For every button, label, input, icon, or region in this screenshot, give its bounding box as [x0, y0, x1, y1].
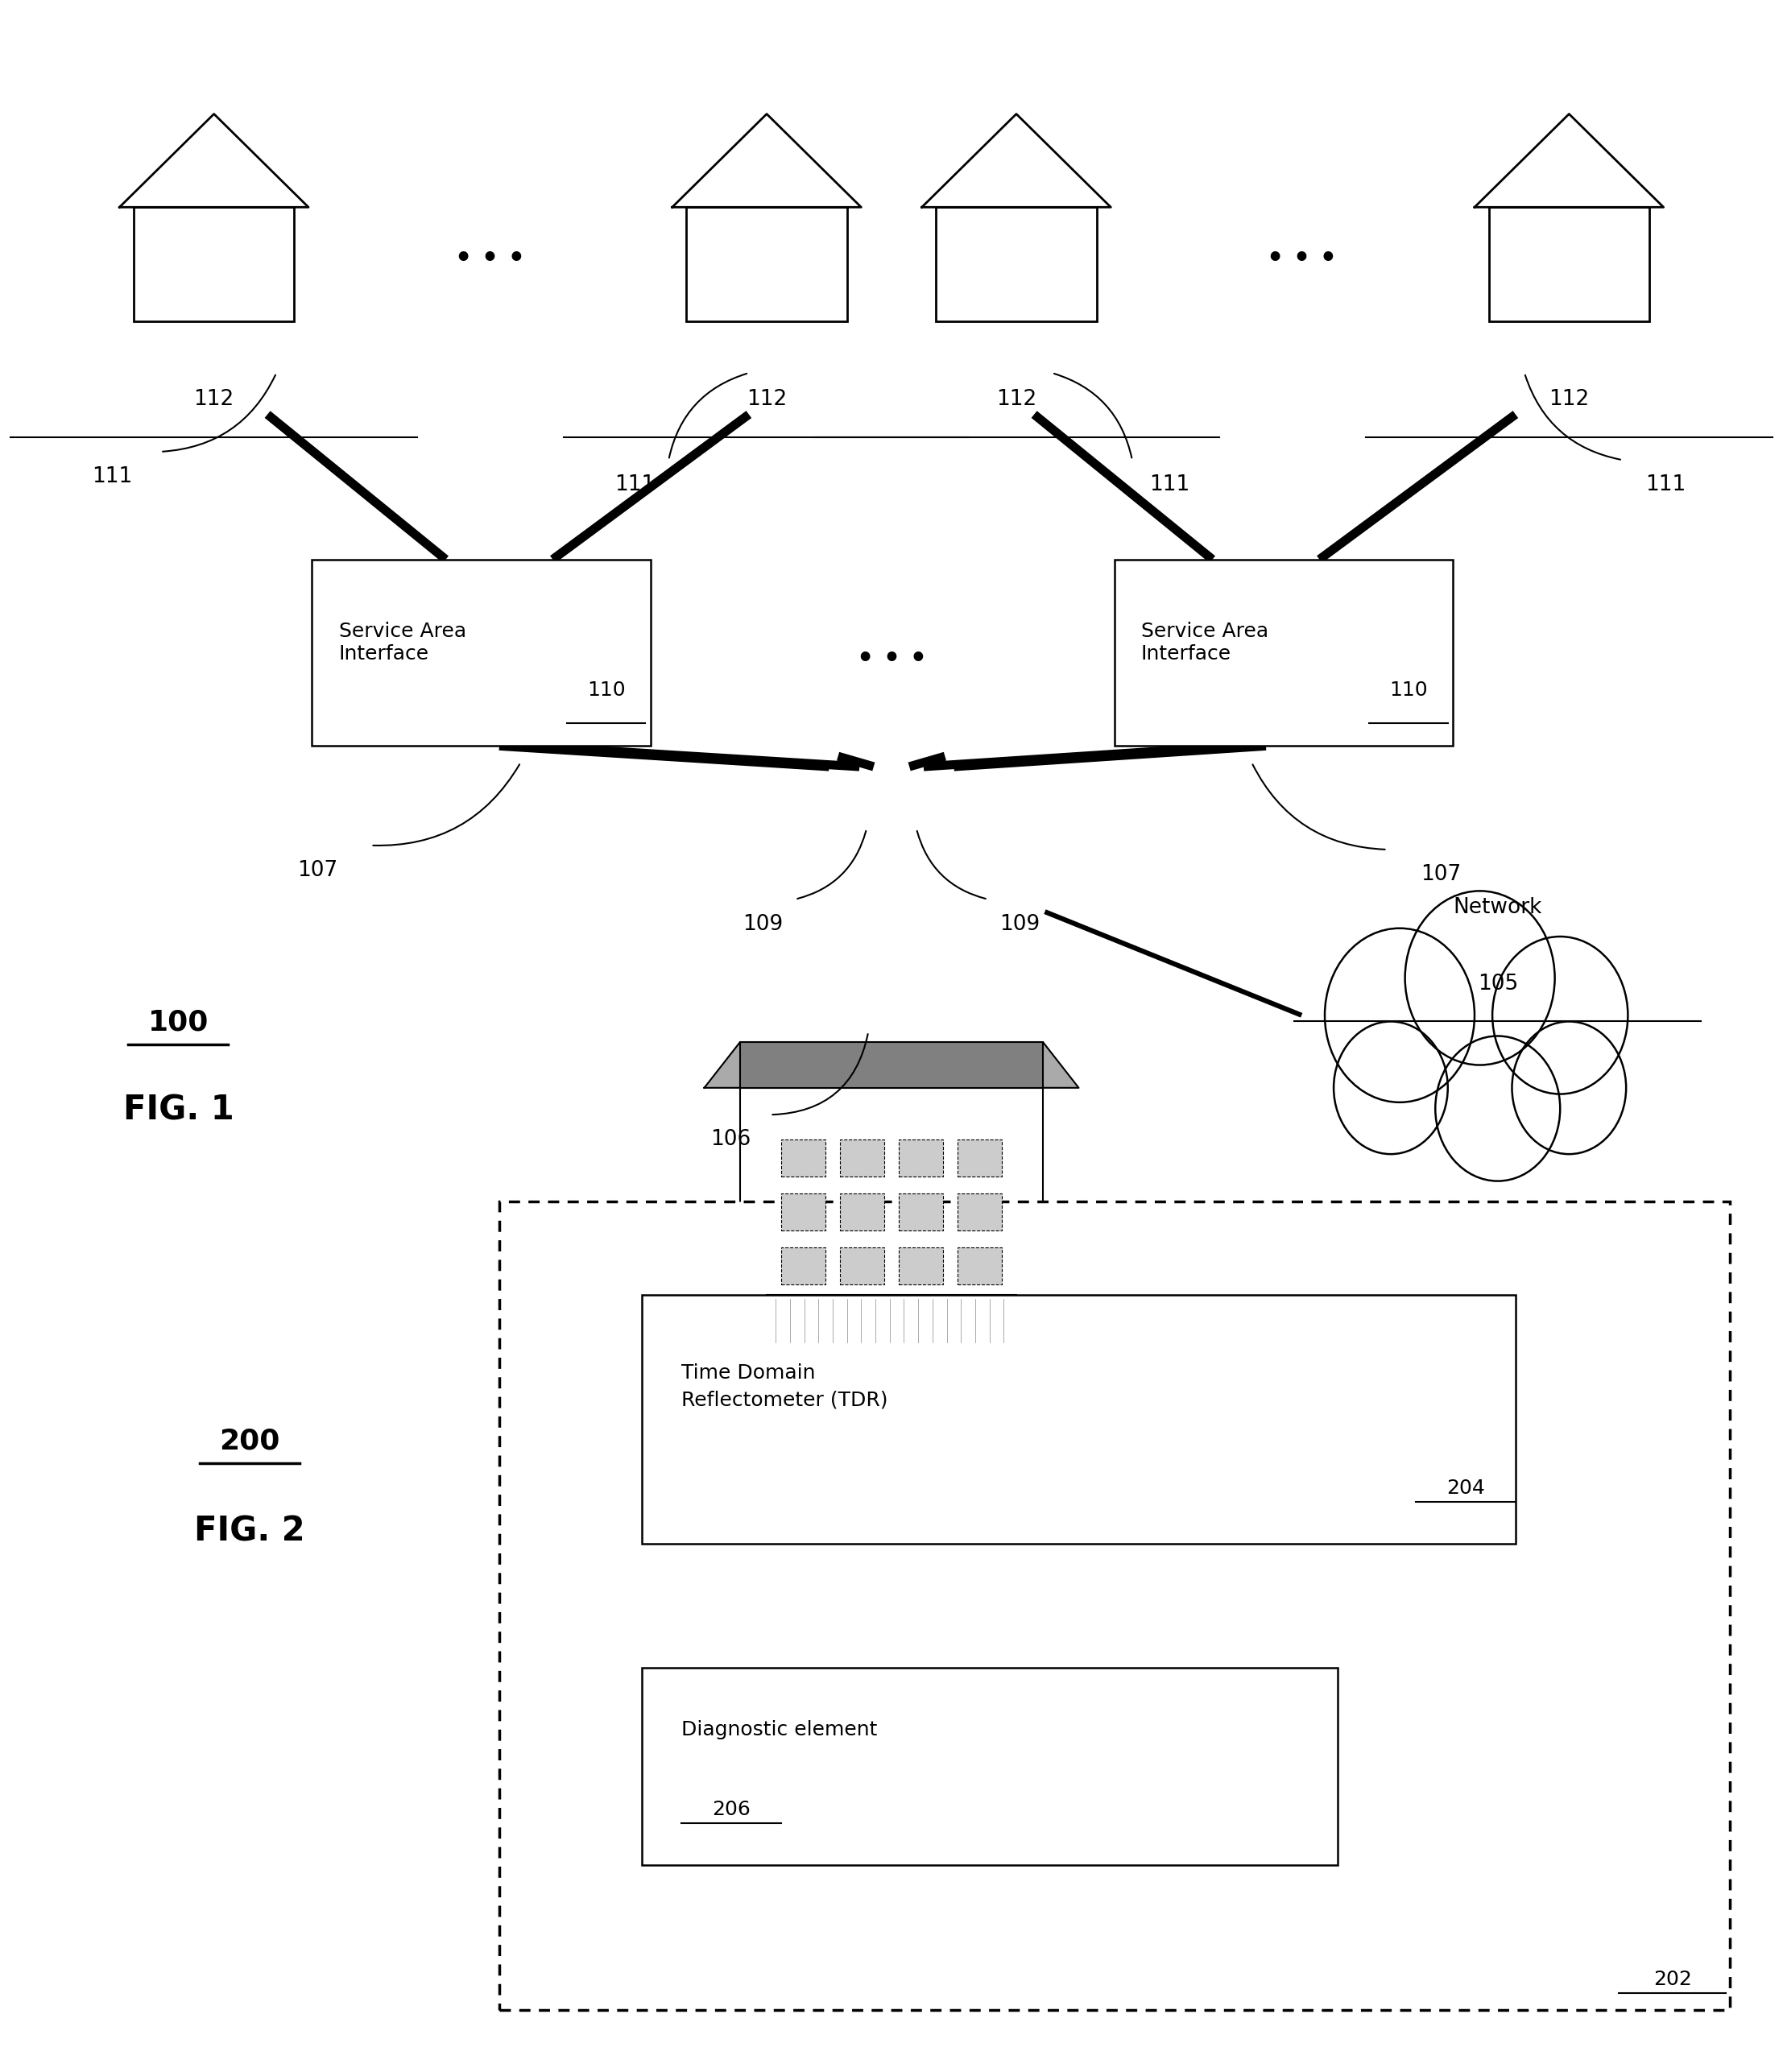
Polygon shape [119, 114, 308, 207]
Text: 106: 106 [711, 1129, 751, 1150]
Bar [740, 1042, 1043, 1088]
Polygon shape [672, 114, 861, 207]
Bar [957, 1247, 1002, 1285]
Text: 107: 107 [1421, 864, 1460, 885]
Text: Network: Network [1453, 897, 1542, 918]
Text: 100: 100 [148, 1009, 209, 1036]
Text: 109: 109 [744, 914, 783, 934]
Text: 112: 112 [997, 390, 1036, 410]
Text: 110: 110 [1389, 680, 1428, 700]
Bar [134, 207, 294, 321]
Text: Service Area
Interface: Service Area Interface [339, 622, 465, 663]
Bar [767, 1295, 1016, 1347]
Text: FIG. 2: FIG. 2 [194, 1515, 305, 1548]
Text: • • •: • • • [455, 247, 526, 271]
Text: 204: 204 [1446, 1479, 1485, 1498]
Bar [1114, 559, 1453, 746]
Bar [499, 1202, 1730, 2010]
Bar [899, 1193, 943, 1231]
Text: 112: 112 [1549, 390, 1589, 410]
Bar [899, 1140, 943, 1177]
Bar [642, 1295, 1516, 1544]
Bar [642, 1668, 1337, 1865]
Text: • • •: • • • [1266, 247, 1337, 271]
Text: 112: 112 [747, 390, 786, 410]
Text: 200: 200 [219, 1428, 280, 1455]
Text: 110: 110 [587, 680, 626, 700]
Text: 105: 105 [1478, 974, 1517, 995]
Polygon shape [704, 1042, 1079, 1088]
Text: Diagnostic element: Diagnostic element [681, 1720, 877, 1740]
Bar [781, 1193, 826, 1231]
Bar [1489, 207, 1649, 321]
Text: Time Domain
Reflectometer (TDR): Time Domain Reflectometer (TDR) [681, 1363, 888, 1409]
Bar [740, 1088, 1043, 1357]
Bar [957, 1193, 1002, 1231]
Bar [312, 559, 651, 746]
Text: 111: 111 [615, 474, 654, 495]
Text: 109: 109 [1000, 914, 1039, 934]
Text: 202: 202 [1653, 1970, 1692, 1989]
Polygon shape [922, 114, 1111, 207]
Text: 111: 111 [1646, 474, 1685, 495]
Text: • • •: • • • [856, 646, 927, 671]
Bar [840, 1140, 884, 1177]
Text: 107: 107 [298, 860, 337, 881]
Text: Service Area
Interface: Service Area Interface [1141, 622, 1268, 663]
Bar [781, 1247, 826, 1285]
Text: FIG. 1: FIG. 1 [123, 1094, 234, 1127]
Text: 111: 111 [1150, 474, 1189, 495]
Text: 111: 111 [93, 466, 132, 487]
Text: 206: 206 [711, 1801, 751, 1819]
Polygon shape [1475, 114, 1664, 207]
Bar [899, 1247, 943, 1285]
Bar [840, 1193, 884, 1231]
Bar [957, 1140, 1002, 1177]
Bar [686, 207, 847, 321]
Text: 112: 112 [194, 390, 234, 410]
Bar [936, 207, 1097, 321]
Bar [840, 1247, 884, 1285]
Bar [781, 1140, 826, 1177]
